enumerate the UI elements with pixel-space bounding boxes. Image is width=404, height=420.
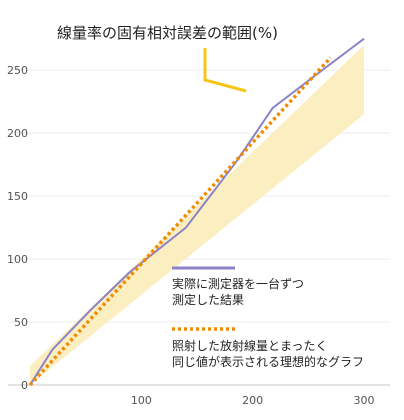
x-tick-labels: 100 200 300: [131, 394, 375, 407]
title-pointer: [203, 48, 247, 93]
series-line-measured: [29, 37, 365, 386]
x-tick-label: 300: [354, 394, 375, 407]
series-lines: [28, 37, 365, 387]
legend-label-measured: 実際に測定器を一台ずつ: [172, 276, 304, 291]
y-tick-label: 250: [7, 64, 28, 77]
series-line-ideal: [28, 56, 332, 387]
x-tick-label: 100: [131, 394, 152, 407]
y-tick-label: 150: [7, 190, 28, 203]
error-band: [30, 45, 364, 385]
y-tick-label: 100: [7, 253, 28, 266]
title-callout: 線量率の固有相対誤差の範囲(%): [57, 24, 278, 93]
chart-title: 線量率の固有相対誤差の範囲(%): [57, 24, 278, 42]
y-tick-label: 50: [14, 316, 28, 329]
y-tick-labels: 0 50 100 150 200 250: [7, 64, 28, 392]
y-tick-label: 200: [7, 127, 28, 140]
x-tick-label: 200: [242, 394, 263, 407]
legend-label-ideal: 同じ値が表示される理想的なグラフ: [172, 354, 364, 369]
legend-label-measured: 測定した結果: [172, 292, 244, 307]
y-tick-label: 0: [21, 379, 28, 392]
legend-label-ideal: 照射した放射線量とまったく: [172, 338, 328, 353]
legend: 実際に測定器を一台ずつ測定した結果照射した放射線量とまったく同じ値が表示される理…: [172, 266, 364, 369]
